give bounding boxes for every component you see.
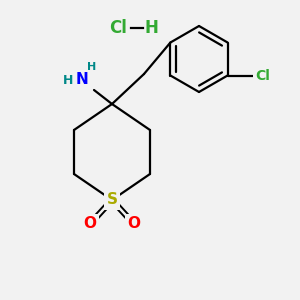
Text: N: N bbox=[76, 73, 88, 88]
Text: Cl: Cl bbox=[109, 19, 127, 37]
Text: O: O bbox=[128, 217, 140, 232]
Text: H: H bbox=[63, 74, 73, 86]
Text: O: O bbox=[83, 217, 97, 232]
Text: H: H bbox=[87, 62, 97, 72]
Text: Cl: Cl bbox=[255, 68, 270, 83]
Text: H: H bbox=[144, 19, 158, 37]
Text: S: S bbox=[106, 193, 118, 208]
